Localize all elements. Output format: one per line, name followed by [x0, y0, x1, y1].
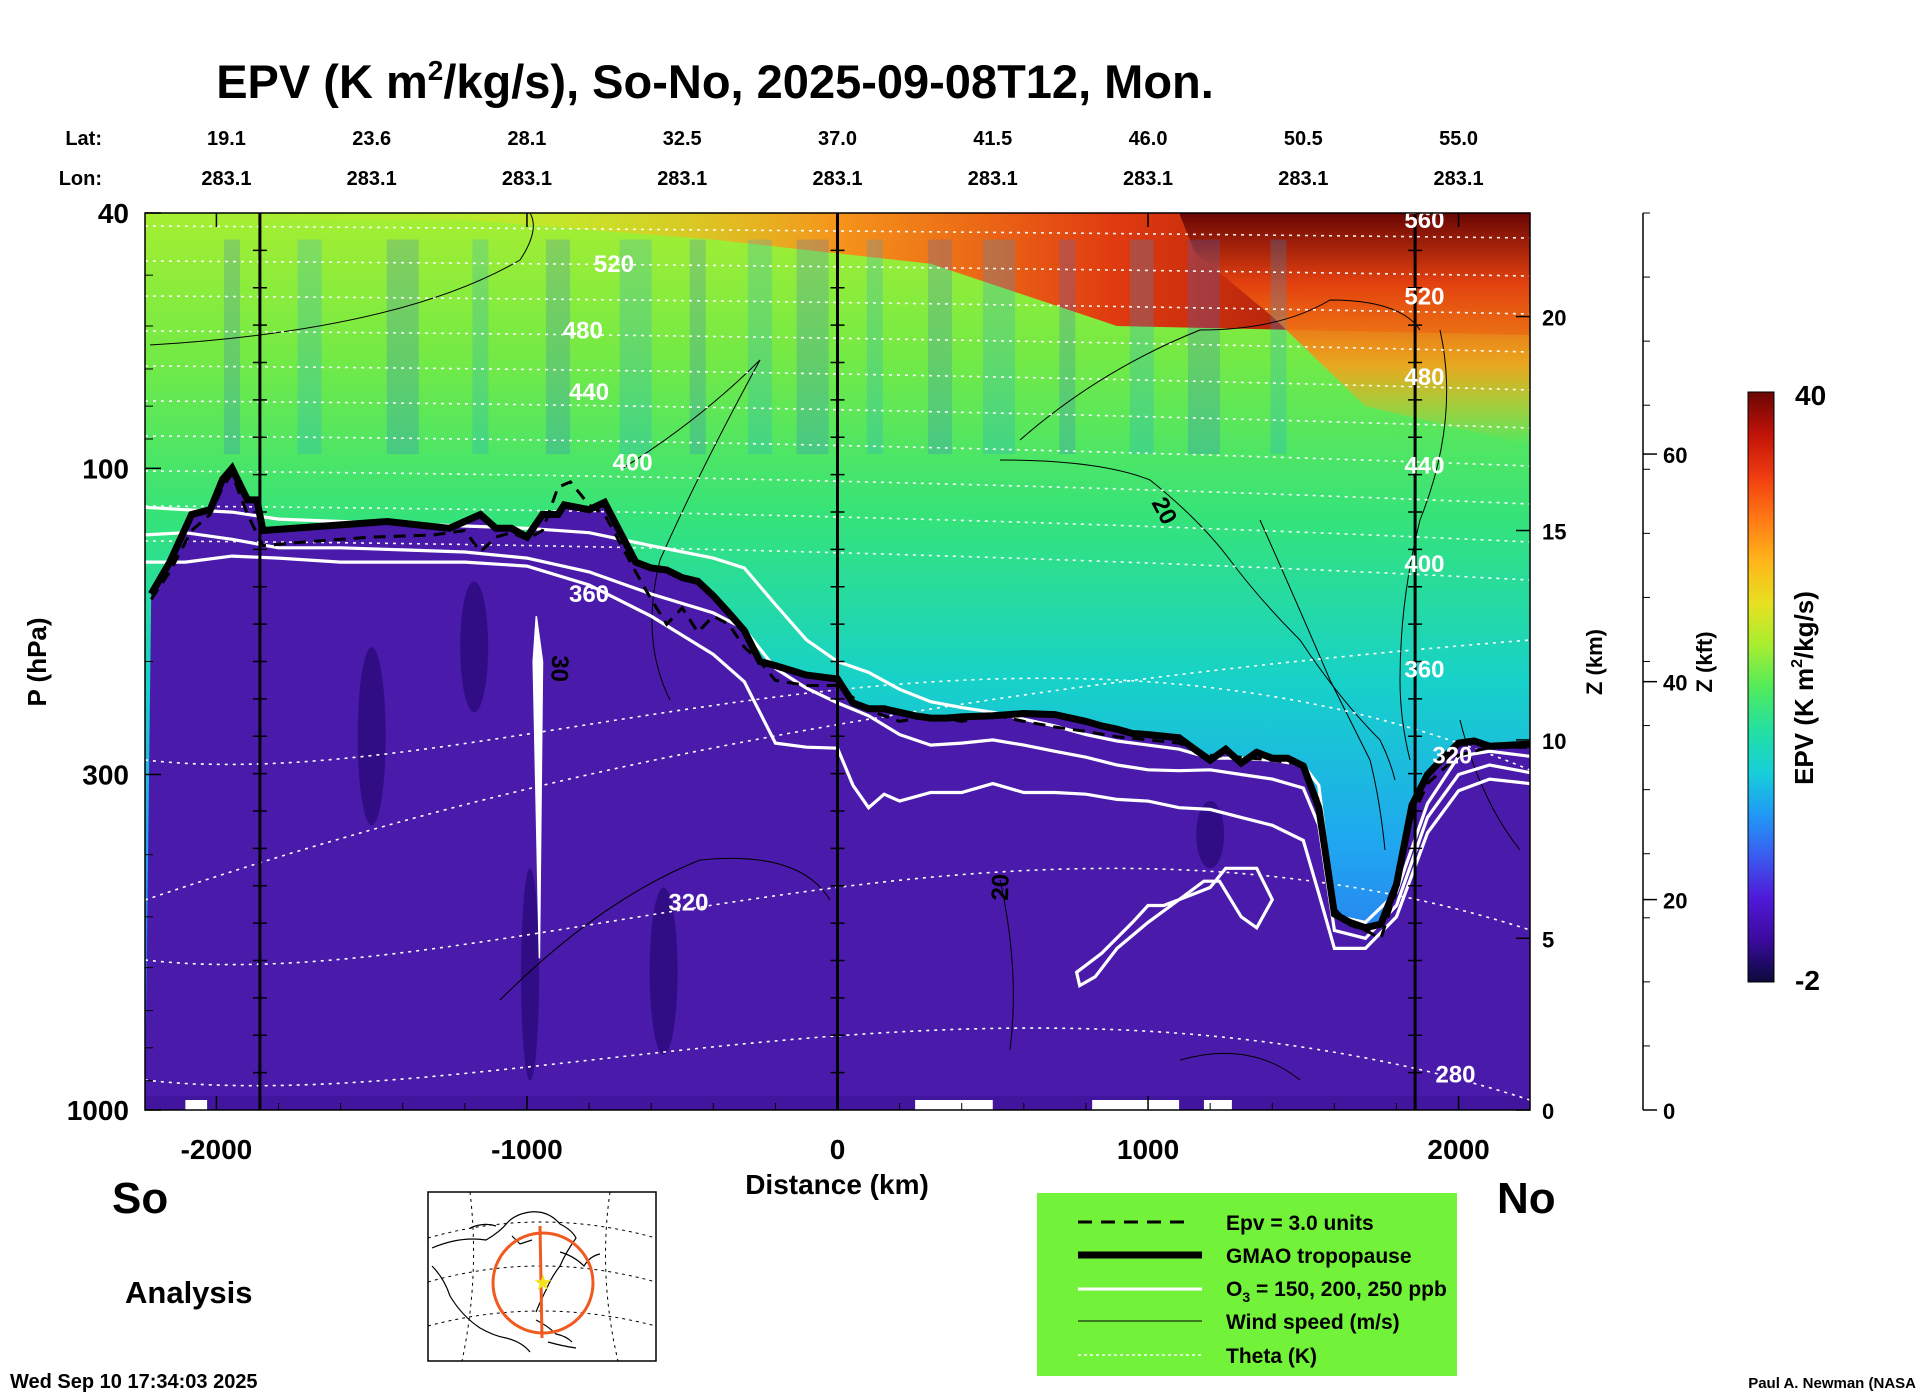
- legend-ozone: O3 = 150, 200, 250 ppb: [1226, 1278, 1447, 1305]
- svg-text:★: ★: [533, 1270, 553, 1295]
- theta-label: 440: [569, 379, 609, 406]
- chart-title: EPV (K m2/kg/s), So-No, 2025-09-08T12, M…: [216, 55, 1214, 108]
- x-axis-label: Distance (km): [745, 1169, 929, 1200]
- tropopause-line: [148, 461, 1530, 932]
- analysis-label: Analysis: [125, 1275, 253, 1310]
- lat-tick-label: 23.6: [352, 128, 391, 150]
- lat-tick-label: 32.5: [663, 128, 702, 150]
- lon-tick-label: 283.1: [1434, 168, 1484, 190]
- theta-label: 320: [668, 890, 708, 917]
- colorbar: 40 -2 EPV (K m2/kg/s): [1747, 380, 1826, 996]
- lat-tick-label: 28.1: [507, 128, 546, 150]
- z-kft-tick-label: 20: [1663, 889, 1687, 914]
- lon-tick-label: 283.1: [812, 168, 862, 190]
- y-tick-label: 40: [98, 198, 129, 229]
- y-axis-label: P (hPa): [22, 617, 52, 706]
- theta-label: 520: [1404, 284, 1444, 311]
- y-axis: 40 100 300 1000: [67, 198, 161, 1126]
- z-km-tick-label: 20: [1542, 306, 1566, 331]
- y-tick-label: 100: [82, 453, 129, 484]
- theta-label: 320: [1432, 742, 1472, 769]
- lon-tick-label: 283.1: [201, 168, 251, 190]
- theta-label: 480: [563, 318, 603, 345]
- x-tick-label: -1000: [491, 1134, 563, 1165]
- z-km-tick-label: 15: [1542, 520, 1566, 545]
- theta-label: 400: [613, 450, 653, 477]
- theta-label: 440: [1404, 453, 1444, 480]
- lon-tick-label: 283.1: [502, 168, 552, 190]
- z-kft-tick-label: 60: [1663, 443, 1687, 468]
- colorbar-min-label: -2: [1795, 965, 1820, 996]
- south-label: So: [112, 1174, 168, 1223]
- cross-section-markers: [252, 213, 1423, 1110]
- theta-label: 280: [1435, 1061, 1475, 1088]
- theta-label: 520: [594, 251, 634, 278]
- theta-label: 560: [1404, 207, 1444, 234]
- legend-wind: Wind speed (m/s): [1226, 1311, 1400, 1334]
- lat-tick-label: 55.0: [1439, 128, 1478, 150]
- x-tick-label: 2000: [1427, 1134, 1489, 1165]
- lat-tick-label: 50.5: [1284, 128, 1323, 150]
- north-label: No: [1497, 1174, 1556, 1223]
- theta-label: 480: [1404, 364, 1444, 391]
- x-tick-label: -2000: [181, 1134, 253, 1165]
- z-kft-axis: 0 20 40 60: [1642, 212, 1687, 1124]
- lat-tick-label: 19.1: [207, 128, 246, 150]
- theta-label: 360: [1404, 657, 1444, 684]
- lon-row-label: Lon:: [59, 168, 102, 190]
- x-tick-label: 0: [830, 1134, 846, 1165]
- author-credit: Paul A. Newman (NASA: [1748, 1375, 1916, 1392]
- theta-contours: [145, 225, 1530, 1101]
- lon-tick-label: 283.1: [968, 168, 1018, 190]
- legend-theta: Theta (K): [1226, 1345, 1317, 1368]
- locator-map: ★: [427, 1191, 657, 1362]
- lat-row-label: Lat:: [65, 128, 102, 150]
- z-km-axis: 0 5 10 15 20: [1516, 306, 1566, 1124]
- y-tick-label: 1000: [67, 1095, 129, 1126]
- wind-speed-contours: [149, 213, 1521, 1081]
- x-axis: -2000 -1000 0 1000 2000: [181, 213, 1490, 1165]
- legend-tropopause: GMAO tropopause: [1226, 1245, 1412, 1268]
- lat-tick-label: 46.0: [1129, 128, 1168, 150]
- colorbar-max-label: 40: [1795, 380, 1826, 411]
- legend: Epv = 3.0 units GMAO tropopause O3 = 150…: [1037, 1193, 1457, 1376]
- z-kft-tick-label: 40: [1663, 671, 1687, 696]
- z-kft-axis-label: Z (kft): [1692, 631, 1717, 692]
- lat-tick-label: 37.0: [818, 128, 857, 150]
- y-tick-label: 300: [82, 759, 129, 790]
- z-kft-tick-label: 0: [1663, 1099, 1675, 1124]
- lat-lon-labels: 19.1 283.1 23.6 283.1 28.1 283.1 32.5 283.1 37.0…: [201, 128, 1483, 190]
- legend-epv: Epv = 3.0 units: [1226, 1212, 1374, 1235]
- colorbar-label: EPV (K m2/kg/s): [1789, 591, 1819, 785]
- theta-label: 360: [569, 581, 609, 608]
- z-km-axis-label: Z (km): [1582, 629, 1607, 695]
- lat-tick-label: 41.5: [973, 128, 1012, 150]
- wind-label: 30: [545, 655, 573, 683]
- z-km-tick-label: 0: [1542, 1099, 1554, 1124]
- lon-tick-label: 283.1: [347, 168, 397, 190]
- lon-tick-label: 283.1: [1278, 168, 1328, 190]
- z-km-tick-label: 5: [1542, 927, 1554, 952]
- x-tick-label: 1000: [1117, 1134, 1179, 1165]
- z-km-tick-label: 10: [1542, 729, 1566, 754]
- lon-tick-label: 283.1: [657, 168, 707, 190]
- lon-tick-label: 283.1: [1123, 168, 1173, 190]
- timestamp: Wed Sep 10 17:34:03 2025: [10, 1371, 258, 1393]
- theta-label: 400: [1404, 551, 1444, 578]
- wind-label: 20: [987, 873, 1015, 901]
